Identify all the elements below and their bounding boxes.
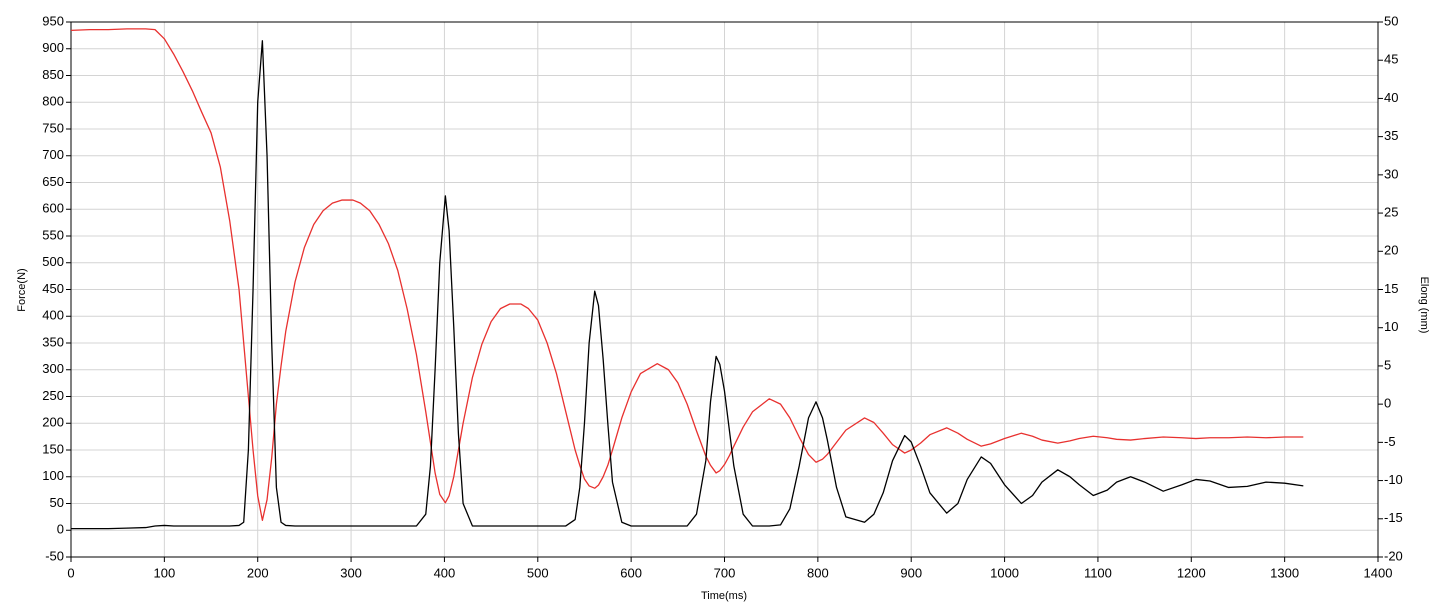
x-tick-label: 1000: [990, 565, 1019, 580]
y2-axis-label: Elong (mm): [1418, 277, 1430, 334]
y-tick-label: 150: [42, 441, 64, 456]
x-tick-label: 1400: [1364, 565, 1393, 580]
x-tick-label: 400: [434, 565, 456, 580]
x-tick-label: 200: [247, 565, 269, 580]
y-tick-label: 50: [50, 495, 64, 510]
y2-tick-label: 30: [1384, 166, 1398, 181]
x-tick-label: 600: [620, 565, 642, 580]
y-tick-label: 600: [42, 201, 64, 216]
x-tick-label: 500: [527, 565, 549, 580]
y2-tick-label: 50: [1384, 13, 1398, 28]
y2-tick-label: -15: [1384, 510, 1403, 525]
y-tick-label: 900: [42, 40, 64, 55]
y-tick-label: 450: [42, 281, 64, 296]
y-tick-label: 650: [42, 174, 64, 189]
y2-tick-label: -5: [1384, 434, 1396, 449]
x-tick-label: 1200: [1177, 565, 1206, 580]
y-tick-label: 850: [42, 67, 64, 82]
y-tick-label: 750: [42, 120, 64, 135]
y-tick-label: 0: [57, 522, 64, 537]
y2-tick-label: -10: [1384, 472, 1403, 487]
y2-tick-label: 35: [1384, 128, 1398, 143]
x-axis-label: Time(ms): [701, 590, 747, 602]
y-tick-label: 100: [42, 468, 64, 483]
y2-tick-label: 40: [1384, 90, 1398, 105]
x-tick-label: 300: [340, 565, 362, 580]
y-tick-label: 200: [42, 415, 64, 430]
y-tick-label: 250: [42, 388, 64, 403]
y2-tick-label: 10: [1384, 319, 1398, 334]
x-tick-label: 1300: [1270, 565, 1299, 580]
y-tick-label: 500: [42, 254, 64, 269]
y-tick-label: 350: [42, 334, 64, 349]
y2-tick-label: 5: [1384, 357, 1391, 372]
y-tick-label: 700: [42, 147, 64, 162]
series-line: [71, 40, 1304, 530]
y-tick-label: 300: [42, 361, 64, 376]
x-tick-label: 700: [714, 565, 736, 580]
series-line: [70, 28, 1304, 521]
plot-frame: [70, 21, 1379, 558]
y-tick-label: 400: [42, 308, 64, 323]
y2-tick-label: 25: [1384, 205, 1398, 220]
x-tick-label: 1100: [1084, 565, 1112, 580]
y-tick-label: 550: [42, 227, 64, 242]
x-tick-label: 800: [807, 565, 829, 580]
y-tick-label: -50: [45, 548, 64, 563]
x-tick-label: 0: [67, 565, 74, 580]
y-axis-label: Force(N): [16, 268, 28, 311]
y2-tick-label: -20: [1384, 548, 1403, 563]
y-tick-label: 800: [42, 94, 64, 109]
y2-tick-label: 45: [1384, 52, 1398, 67]
y2-tick-label: 0: [1384, 396, 1391, 411]
x-tick-label: 100: [154, 565, 176, 580]
y-tick-label: 950: [42, 13, 64, 28]
y2-tick-label: 15: [1384, 281, 1398, 296]
x-tick-label: 900: [900, 565, 922, 580]
y2-tick-label: 20: [1384, 243, 1398, 258]
